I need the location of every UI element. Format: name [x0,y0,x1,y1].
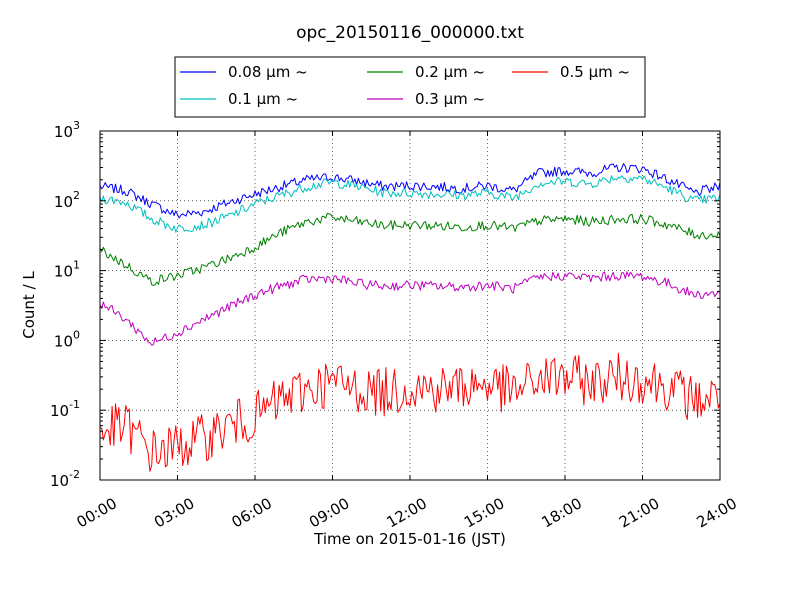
y-tick-base: 10 [54,123,73,141]
y-tick-base: 10 [54,332,73,350]
series-line-1 [99,175,721,233]
y-tick-exponent: 0 [73,328,80,341]
legend-label-1: 0.1 μm ~ [228,90,298,108]
y-tick-label: 101 [54,259,80,281]
y-tick-label: 10-2 [50,468,80,490]
y-tick-base: 10 [50,402,69,420]
y-tick-label: 103 [54,119,80,141]
y-tick-label: 100 [54,328,80,350]
series-group [99,163,721,472]
y-tick-exponent: 2 [73,189,80,202]
legend-label-4: 0.5 μm ~ [560,63,630,81]
axis-ticks [99,130,721,481]
series-line-0 [99,163,721,219]
series-line-3 [99,271,721,346]
grid [100,131,720,480]
y-tick-base: 10 [54,193,73,211]
legend-box [174,56,646,118]
series-line-4 [99,352,721,472]
y-tick-exponent: 3 [73,119,80,132]
x-axis-label: Time on 2015-01-16 (JST) [313,530,506,548]
legend-label-0: 0.08 μm ~ [228,63,308,81]
legend-label-2: 0.2 μm ~ [415,63,485,81]
series-line-2 [99,212,721,286]
y-tick-exponent: 1 [73,259,80,272]
legend: 0.08 μm ~ 0.1 μm ~ 0.2 μm ~ 0.3 μm ~ 0.5 μm … [174,56,646,118]
chart-title: opc_20150116_000000.txt [296,23,524,43]
y-tick-exponent: -1 [69,398,80,411]
y-tick-base: 10 [54,263,73,281]
y-tick-label: 10-1 [50,398,80,420]
legend-label-3: 0.3 μm ~ [415,90,485,108]
y-tick-exponent: -2 [69,468,80,481]
y-axis-label: Count / L [20,271,38,339]
y-tick-base: 10 [50,472,69,490]
y-tick-label: 102 [54,189,80,211]
